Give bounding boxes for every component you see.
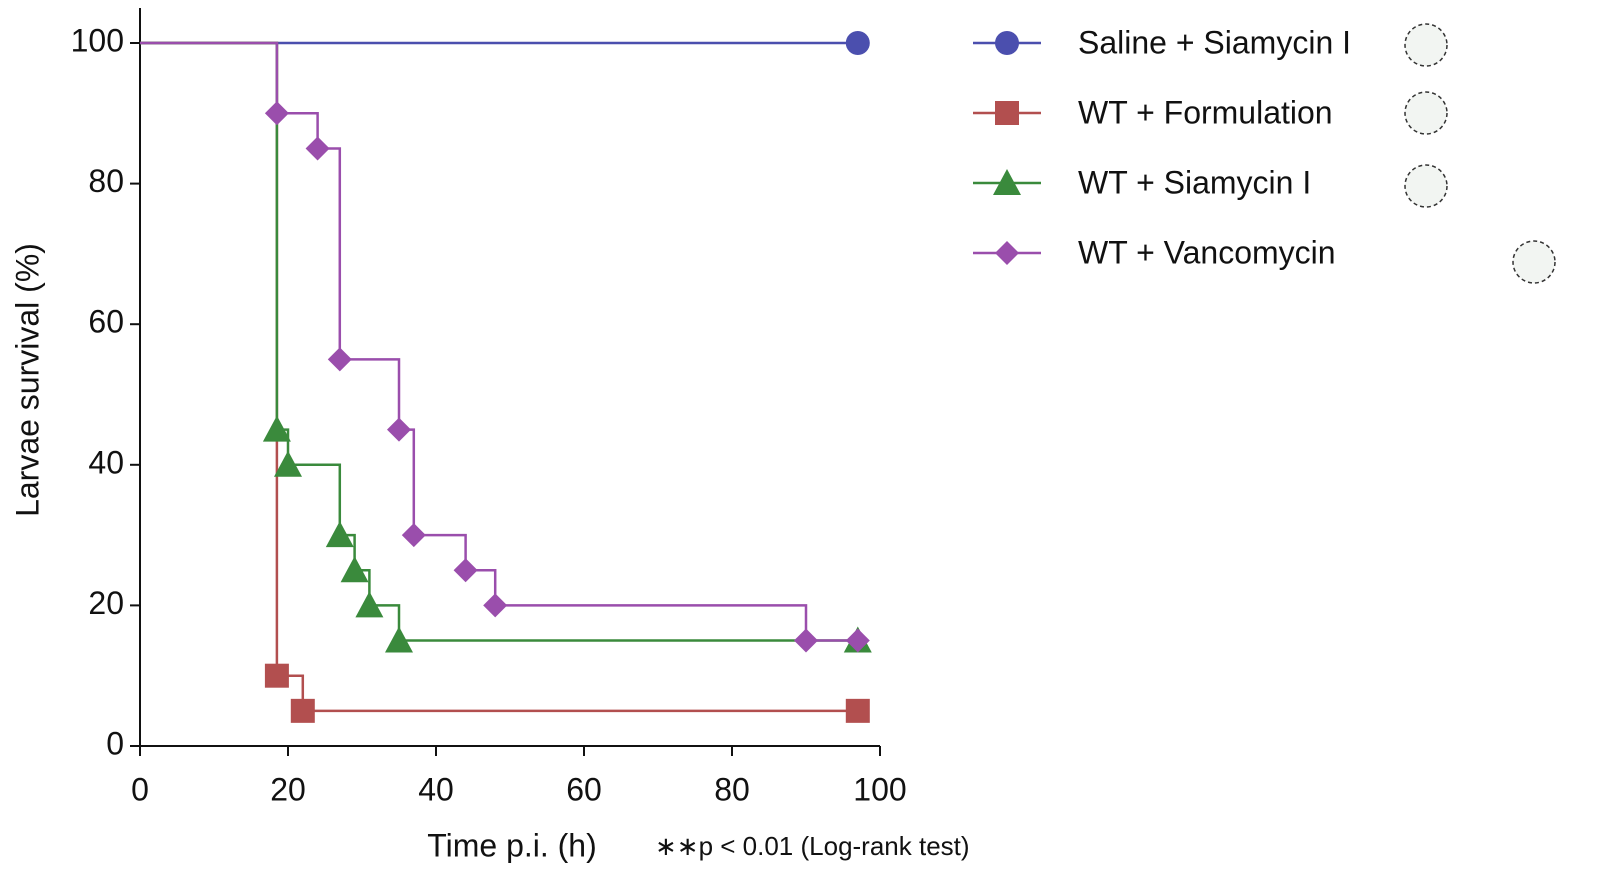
- data-point: [262, 415, 291, 442]
- x-tick-label: 20: [270, 771, 306, 807]
- molecule-icon: [1404, 164, 1448, 208]
- data-point: [340, 556, 369, 583]
- legend-marker: [995, 31, 1019, 55]
- legend-marker: [995, 101, 1019, 125]
- survival-line: [140, 41, 858, 642]
- data-point: [794, 628, 818, 653]
- molecule-icon: [1404, 91, 1448, 135]
- data-point: [264, 101, 289, 126]
- data-point: [325, 521, 354, 548]
- x-tick-label: 40: [418, 771, 454, 807]
- data-point: [290, 698, 315, 723]
- legend-marker: [995, 241, 1019, 265]
- x-tick-label: 60: [566, 771, 602, 807]
- y-tick-label: 60: [88, 304, 124, 340]
- legend-label: WT + Siamycin I: [1078, 164, 1311, 200]
- y-tick-label: 80: [88, 163, 124, 199]
- survival-line: [140, 41, 858, 642]
- y-axis-title: Larvae survival (%): [9, 243, 45, 517]
- y-tick-label: 100: [71, 22, 124, 58]
- data-point: [845, 31, 870, 55]
- data-point: [845, 628, 870, 653]
- data-point: [274, 450, 302, 477]
- data-point: [483, 593, 508, 618]
- data-point: [355, 591, 384, 618]
- legend-label: WT + Vancomycin: [1078, 234, 1336, 270]
- y-tick-label: 20: [88, 585, 124, 621]
- data-point: [453, 558, 478, 583]
- x-tick-label: 80: [714, 771, 750, 807]
- x-axis-title: Time p.i. (h): [427, 827, 597, 863]
- legend-label: Saline + Siamycin I: [1078, 24, 1351, 60]
- y-tick-label: 40: [88, 444, 124, 480]
- data-point: [305, 136, 330, 161]
- molecule-icon: [1512, 240, 1556, 284]
- data-point: [845, 698, 870, 723]
- legend-icons: [1404, 23, 1556, 284]
- y-tick-label: 0: [106, 725, 124, 761]
- data-point: [387, 417, 411, 442]
- x-tick-label: 100: [853, 771, 906, 807]
- data-point: [385, 626, 413, 653]
- molecule-icon: [1404, 23, 1448, 67]
- legend-marker: [993, 169, 1021, 195]
- data-point: [401, 523, 426, 548]
- x-tick-label: 0: [131, 771, 149, 807]
- data-point: [264, 663, 289, 688]
- annotation: ∗∗p < 0.01 (Log-rank test): [655, 831, 970, 861]
- data-point: [327, 347, 352, 372]
- legend-label: WT + Formulation: [1078, 94, 1333, 130]
